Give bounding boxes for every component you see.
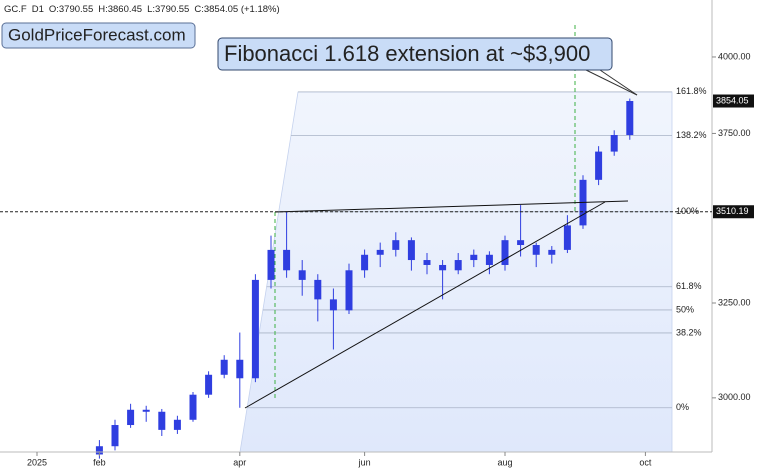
price-tag-label: 3510.19 xyxy=(716,206,749,216)
candle-body xyxy=(595,151,603,180)
candle-body xyxy=(283,249,291,271)
candle-body xyxy=(314,279,322,300)
price-tag xyxy=(713,94,754,108)
candle-body xyxy=(376,249,384,255)
candle-body xyxy=(267,249,275,280)
candle-body xyxy=(142,409,150,412)
header: GC.F D1 O:3790.55 H:3860.45 L:3790.55 C:3854.… xyxy=(4,4,280,15)
fib-label: 100% xyxy=(676,206,699,216)
x-tick-label: 2025 xyxy=(27,457,47,467)
candle-body xyxy=(251,279,259,379)
candle-body xyxy=(345,270,353,311)
candle-body xyxy=(407,240,415,261)
candle-body xyxy=(626,101,634,136)
candle-body xyxy=(454,260,462,271)
candle-body xyxy=(329,299,337,311)
fib-label: 161.8% xyxy=(676,86,707,96)
axes: 3000.00 3250.00 3750.00 4000.00 2025 feb apr ju… xyxy=(0,51,754,467)
candle-body xyxy=(111,425,119,447)
candle-body xyxy=(158,411,166,430)
candle-body xyxy=(205,374,213,395)
candle-body xyxy=(189,394,197,420)
price-tag xyxy=(713,205,754,219)
candle-body xyxy=(220,359,228,375)
candle-body xyxy=(392,240,400,250)
trend-lines xyxy=(244,200,629,409)
y-tick-label: 3000.00 xyxy=(718,392,751,402)
candle-body xyxy=(470,254,478,261)
fib-label: 50% xyxy=(676,304,694,314)
fib-label: 61.8% xyxy=(676,281,702,291)
x-tick-label: feb xyxy=(93,457,106,467)
candle-body xyxy=(548,249,556,255)
candle-body xyxy=(610,135,618,152)
candle-body xyxy=(485,254,493,265)
candle-body xyxy=(517,240,525,246)
x-tick-label: oct xyxy=(639,457,652,467)
candle-body xyxy=(95,446,103,455)
candle-body xyxy=(236,359,244,379)
candle-body xyxy=(423,260,431,265)
candle-body xyxy=(501,240,509,265)
header-item: D1 xyxy=(32,4,44,15)
logo-text: GoldPriceForecast.com xyxy=(8,25,186,44)
candle-body xyxy=(127,409,135,426)
annotation: Fibonacci 1.618 extension at ~$3,900 xyxy=(217,37,638,96)
annotation-text: Fibonacci 1.618 extension at ~$3,900 xyxy=(224,41,590,66)
price-tag-label: 3854.05 xyxy=(716,95,749,105)
x-tick-label: apr xyxy=(233,457,246,467)
candle-body xyxy=(532,245,540,255)
y-tick-label: 4000.00 xyxy=(718,51,751,61)
header-item: C:3854.05 (+1.18%) xyxy=(194,4,279,15)
y-tick-label: 3250.00 xyxy=(718,297,751,307)
candles xyxy=(95,98,634,459)
header-item: H:3860.45 xyxy=(98,4,142,15)
header-item: L:3790.55 xyxy=(147,4,189,15)
candle-body xyxy=(439,264,447,271)
fib-levels: 161.8% 138.2% 100% 61.8% 50% 38.2% 0% xyxy=(247,86,707,412)
logo: GoldPriceForecast.com xyxy=(1,22,196,49)
candle-body xyxy=(298,270,306,280)
candle-body xyxy=(361,254,369,271)
fib-label: 38.2% xyxy=(676,327,702,337)
x-tick-label: jun xyxy=(358,457,371,467)
fib-label: 0% xyxy=(676,402,689,412)
x-tick-label: aug xyxy=(497,457,512,467)
candle-body xyxy=(173,419,181,430)
fib-label: 138.2% xyxy=(676,130,707,140)
header-item: O:3790.55 xyxy=(49,4,93,15)
candle-body xyxy=(563,225,571,250)
header-item: GC.F xyxy=(4,4,27,15)
y-tick-label: 3750.00 xyxy=(718,128,751,138)
